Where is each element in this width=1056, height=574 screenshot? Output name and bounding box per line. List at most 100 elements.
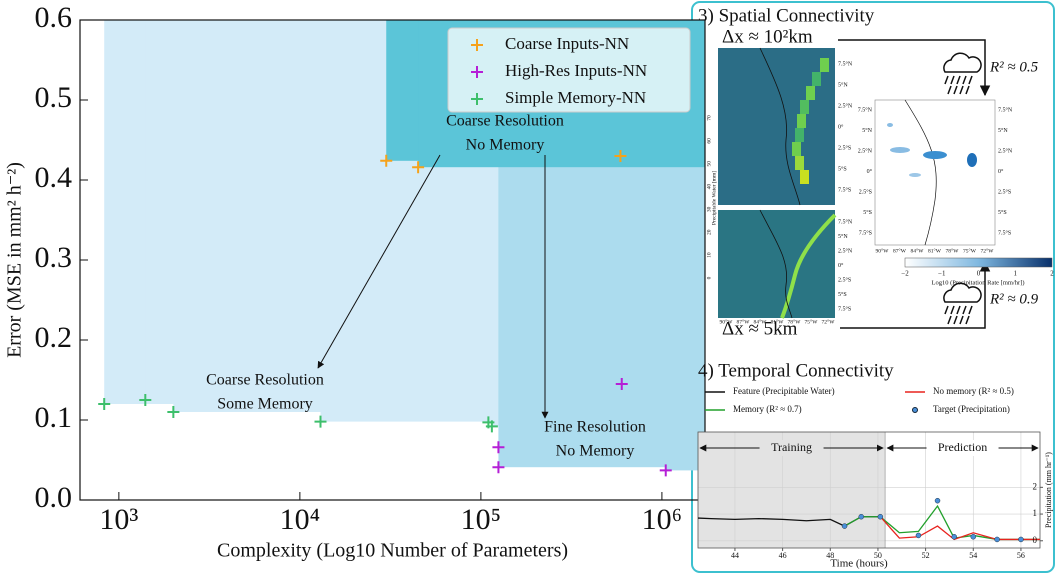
- lat-label: 7.5°N: [838, 218, 853, 225]
- x-tick-label: 46: [779, 551, 787, 560]
- colorbar-tick: 20: [706, 229, 712, 235]
- x-axis-label: Complexity (Log10 Number of Parameters): [217, 540, 568, 562]
- colorbar-tick: 70: [706, 115, 712, 121]
- legend-label: Target (Precipitation): [933, 404, 1010, 414]
- y-tick-label: 0.5: [35, 81, 73, 114]
- colorbar-tick: −2: [901, 270, 909, 278]
- x-tick-label: 54: [969, 551, 977, 560]
- target-point: [916, 533, 921, 538]
- lat-label: 2.5°S: [838, 276, 851, 283]
- lat-label: 2.5°S: [838, 144, 851, 151]
- cloud-icon: [944, 283, 981, 324]
- coarse-map: [718, 48, 835, 205]
- target-point: [971, 534, 976, 539]
- target-point: [995, 537, 1000, 542]
- lat-label: 2.5°N: [998, 147, 1013, 154]
- annotation: No Memory: [466, 137, 545, 154]
- y-tick-label: 0.2: [35, 321, 73, 354]
- lat-label: 5°S: [838, 291, 847, 298]
- lon-label: 72°W: [822, 318, 836, 325]
- lon-label: 72°W: [981, 247, 995, 254]
- lat-label: 5°S: [998, 209, 1007, 216]
- colorbar-tick: −1: [938, 270, 946, 278]
- colorbar-tick: 10: [706, 252, 712, 258]
- lat-label: 2.5°S: [998, 188, 1011, 195]
- lat-label: 7.5°N: [998, 106, 1013, 113]
- lat-label: 5°N: [838, 81, 848, 88]
- phase-label: Prediction: [938, 440, 987, 454]
- dx-coarse: Δx ≈ 10²km: [722, 26, 813, 47]
- target-point: [859, 514, 864, 519]
- chart-title: 4) Temporal Connectivity: [698, 360, 894, 381]
- legend-label: Coarse Inputs-NN: [505, 34, 629, 53]
- legend-label: Memory (R² ≈ 0.7): [733, 404, 802, 414]
- target-point: [878, 514, 883, 519]
- precip-map: [875, 100, 995, 245]
- lon-label: 81°W: [928, 247, 942, 254]
- annotation: Fine Resolution: [544, 419, 646, 436]
- cloud-icon: [944, 53, 981, 94]
- colorbar-tick: 2: [1050, 270, 1054, 278]
- lon-label: 75°W: [805, 318, 819, 325]
- lat-label: 7.5°S: [838, 305, 851, 312]
- lon-label: 81°W: [771, 318, 785, 325]
- series-line: [880, 517, 1040, 540]
- lon-label: 78°W: [946, 247, 960, 254]
- lat-label: 0°: [838, 262, 844, 269]
- r2-coarse: R² ≈ 0.5: [989, 59, 1039, 75]
- lon-label: 84°W: [911, 247, 925, 254]
- lat-label: 5°N: [838, 233, 848, 240]
- target-point: [842, 524, 847, 529]
- x-tick-label: 10³: [99, 503, 138, 536]
- x-tick-label: 10⁴: [280, 503, 320, 536]
- x-tick-label: 52: [922, 551, 930, 560]
- y-tick-label: 0.1: [35, 401, 73, 434]
- colorbar-label: Precipitable Water [mm]: [711, 171, 717, 225]
- lon-label: 87°W: [893, 247, 907, 254]
- y-tick-label: 0: [1033, 535, 1038, 545]
- legend-label: High-Res Inputs-NN: [505, 61, 647, 80]
- lat-label: 2.5°S: [859, 188, 872, 195]
- lat-label: 0°: [867, 168, 873, 175]
- x-tick-label: 44: [731, 551, 739, 560]
- lon-label: 84°W: [754, 318, 768, 325]
- legend-marker: [913, 408, 918, 413]
- r2-fine: R² ≈ 0.9: [989, 291, 1039, 307]
- y-tick-label: 2: [1033, 481, 1038, 491]
- lon-label: 90°W: [720, 318, 734, 325]
- panel-title: 3) Spatial Connectivity: [698, 5, 875, 26]
- lat-label: 7.5°N: [838, 60, 853, 67]
- lat-label: 0°: [838, 123, 844, 130]
- lat-label: 2.5°N: [838, 102, 853, 109]
- lat-label: 0°: [998, 168, 1004, 175]
- lon-label: 75°W: [963, 247, 977, 254]
- lat-label: 5°N: [998, 127, 1008, 134]
- phase-label: Training: [771, 440, 812, 454]
- legend-label: No memory (R² ≈ 0.5): [933, 386, 1014, 396]
- x-tick-label: 10⁵: [461, 503, 501, 536]
- y-tick-label: 0.3: [35, 241, 73, 274]
- colorbar-tick: 0: [977, 270, 981, 278]
- lat-label: 2.5°N: [858, 147, 873, 154]
- lon-label: 87°W: [737, 318, 751, 325]
- y-tick-label: 1: [1033, 508, 1038, 518]
- y-axis-label: Precipitation (mm hr⁻¹): [1044, 452, 1053, 528]
- x-tick-label: 10⁶: [642, 503, 682, 536]
- annotation: Some Memory: [217, 396, 313, 413]
- legend-label: Simple Memory-NN: [505, 88, 646, 107]
- lat-label: 5°S: [838, 165, 847, 172]
- annotation: Coarse Resolution: [206, 372, 324, 389]
- lat-label: 7.5°S: [998, 229, 1011, 236]
- lat-label: 7.5°S: [838, 186, 851, 193]
- y-tick-label: 0.4: [35, 161, 73, 194]
- colorbar-tick: 1: [1014, 270, 1018, 278]
- x-axis-label: Time (hours): [830, 558, 888, 570]
- target-point: [1018, 537, 1023, 542]
- annotation: No Memory: [556, 443, 635, 460]
- lat-label: 7.5°S: [859, 229, 872, 236]
- legend-label: Feature (Precipitable Water): [733, 386, 835, 396]
- lat-label: 2.5°N: [838, 247, 853, 254]
- y-tick-label: 0.0: [35, 481, 73, 514]
- precip-colorbar: [905, 258, 1052, 267]
- lon-label: 90°W: [876, 247, 890, 254]
